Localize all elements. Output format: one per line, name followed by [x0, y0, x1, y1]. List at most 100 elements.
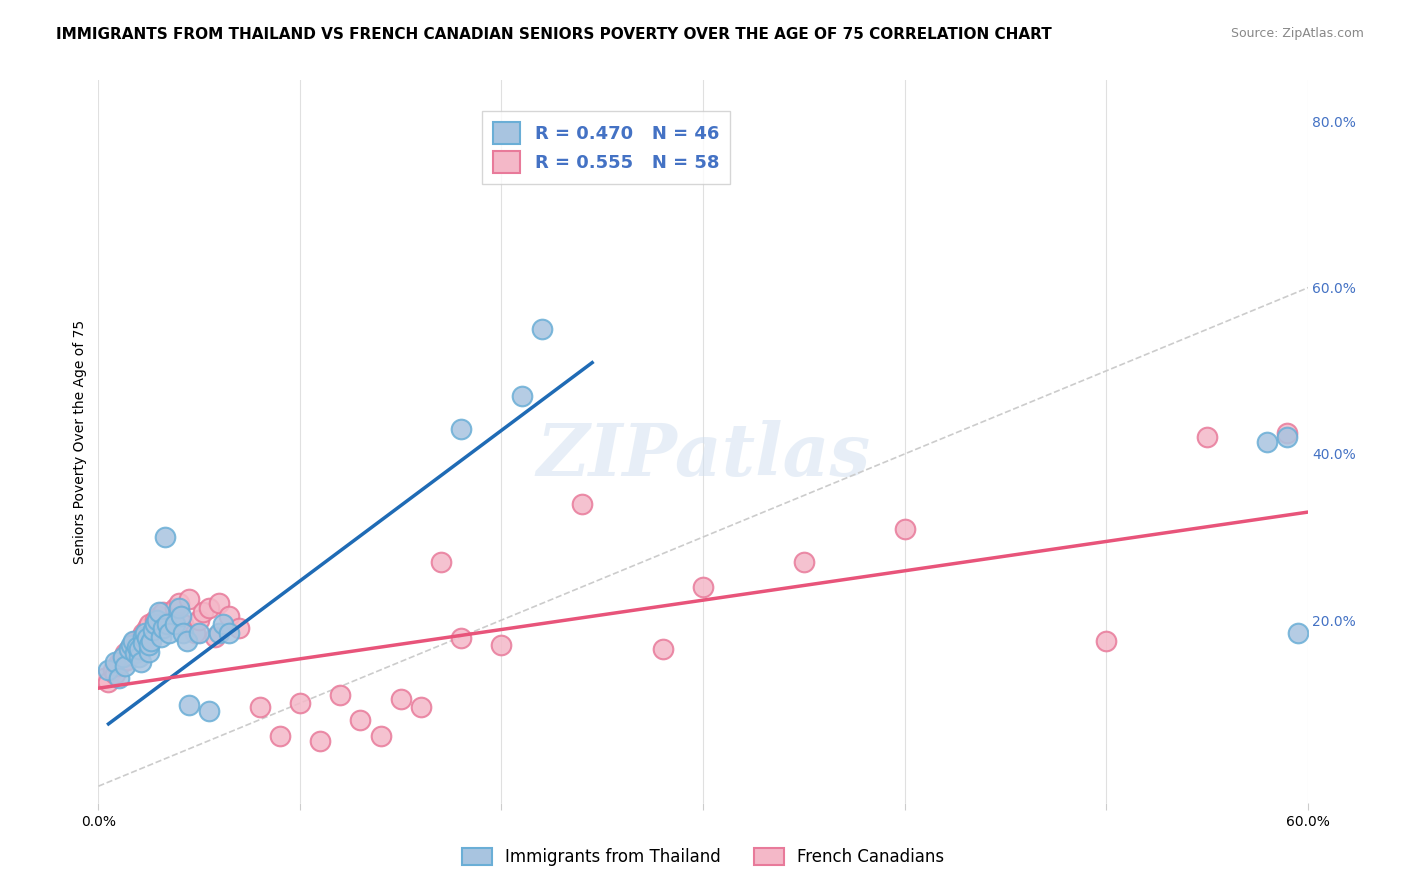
- Point: [125, 640, 148, 654]
- Point: [893, 522, 915, 536]
- Point: [269, 730, 291, 744]
- Point: [132, 636, 155, 650]
- Point: [329, 688, 352, 702]
- Point: [228, 621, 250, 635]
- Point: [1286, 625, 1309, 640]
- Point: [188, 625, 211, 640]
- Point: [218, 625, 240, 640]
- Point: [115, 653, 138, 667]
- Point: [143, 617, 166, 632]
- Point: [530, 322, 553, 336]
- Point: [349, 713, 371, 727]
- Point: [139, 625, 162, 640]
- Legend: R = 0.470   N = 46, R = 0.555   N = 58: R = 0.470 N = 46, R = 0.555 N = 58: [482, 111, 730, 184]
- Point: [249, 700, 271, 714]
- Point: [309, 733, 332, 747]
- Point: [157, 615, 180, 629]
- Y-axis label: Seniors Poverty Over the Age of 75: Seniors Poverty Over the Age of 75: [73, 319, 87, 564]
- Point: [143, 613, 166, 627]
- Point: [101, 663, 124, 677]
- Point: [149, 630, 172, 644]
- Point: [138, 638, 160, 652]
- Point: [1277, 430, 1299, 444]
- Point: [208, 597, 231, 611]
- Point: [139, 633, 162, 648]
- Point: [114, 658, 136, 673]
- Point: [132, 625, 155, 640]
- Point: [103, 655, 125, 669]
- Point: [138, 645, 160, 659]
- Point: [111, 650, 134, 665]
- Point: [179, 592, 201, 607]
- Point: [198, 705, 221, 719]
- Point: [430, 555, 453, 569]
- Point: [793, 555, 815, 569]
- Point: [118, 642, 141, 657]
- Point: [128, 650, 150, 665]
- Point: [148, 609, 170, 624]
- Point: [107, 655, 129, 669]
- Point: [120, 648, 142, 662]
- Point: [134, 625, 156, 640]
- Point: [118, 642, 141, 657]
- Point: [1095, 633, 1118, 648]
- Point: [114, 646, 136, 660]
- Point: [124, 646, 146, 660]
- Point: [163, 600, 186, 615]
- Point: [172, 617, 194, 632]
- Point: [163, 617, 186, 632]
- Point: [208, 625, 231, 640]
- Point: [129, 655, 152, 669]
- Point: [125, 645, 148, 659]
- Point: [153, 530, 176, 544]
- Point: [692, 580, 714, 594]
- Point: [409, 700, 432, 714]
- Point: [176, 633, 198, 648]
- Point: [288, 696, 311, 710]
- Text: Source: ZipAtlas.com: Source: ZipAtlas.com: [1230, 27, 1364, 40]
- Point: [128, 640, 150, 654]
- Point: [450, 422, 472, 436]
- Point: [105, 658, 128, 673]
- Point: [571, 497, 593, 511]
- Point: [157, 625, 180, 640]
- Point: [128, 642, 150, 657]
- Point: [146, 613, 169, 627]
- Point: [193, 605, 215, 619]
- Point: [142, 623, 165, 637]
- Point: [179, 698, 201, 712]
- Point: [204, 630, 226, 644]
- Legend: Immigrants from Thailand, French Canadians: Immigrants from Thailand, French Canadia…: [453, 840, 953, 875]
- Point: [1256, 434, 1278, 449]
- Point: [110, 657, 132, 671]
- Point: [1195, 430, 1218, 444]
- Point: [93, 671, 115, 685]
- Point: [510, 389, 533, 403]
- Point: [389, 692, 412, 706]
- Point: [370, 730, 392, 744]
- Point: [129, 630, 152, 644]
- Text: IMMIGRANTS FROM THAILAND VS FRENCH CANADIAN SENIORS POVERTY OVER THE AGE OF 75 C: IMMIGRANTS FROM THAILAND VS FRENCH CANAD…: [56, 27, 1052, 42]
- Point: [170, 609, 193, 624]
- Point: [218, 609, 240, 624]
- Point: [212, 617, 235, 632]
- Point: [198, 600, 221, 615]
- Point: [132, 630, 155, 644]
- Point: [135, 621, 157, 635]
- Point: [188, 613, 211, 627]
- Point: [184, 625, 207, 640]
- Point: [148, 605, 170, 619]
- Point: [651, 642, 673, 657]
- Point: [103, 667, 125, 681]
- Point: [120, 638, 142, 652]
- Point: [121, 638, 143, 652]
- Point: [167, 600, 190, 615]
- Point: [156, 617, 179, 632]
- Point: [135, 632, 157, 646]
- Point: [97, 663, 120, 677]
- Point: [1277, 426, 1299, 441]
- Point: [107, 671, 129, 685]
- Point: [138, 617, 160, 632]
- Text: ZIPatlas: ZIPatlas: [536, 420, 870, 491]
- Point: [152, 621, 174, 635]
